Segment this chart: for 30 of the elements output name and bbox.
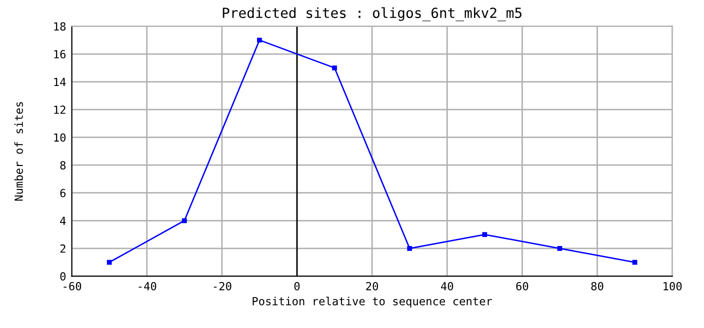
y-tick-label: 16 (54, 50, 66, 58)
point (106, 260, 112, 265)
x-tick-label: -60 (64, 282, 82, 290)
y-tick-label: 4 (60, 216, 66, 225)
x-tick-label: -40 (138, 282, 156, 290)
point (182, 218, 187, 224)
point (332, 65, 337, 70)
x-tick-label: -20 (214, 282, 232, 290)
y-tick-label: 14 (54, 78, 66, 86)
y-tick-label: 0 (60, 272, 66, 281)
y-tick-label: 10 (54, 133, 66, 142)
y-tick-label: 8 (60, 161, 66, 170)
point (407, 246, 412, 251)
chart-title: Predicted sites : oligos_6nt_mkv2_m5 (222, 7, 522, 22)
x-tick-label: 0 (294, 282, 300, 290)
point (557, 246, 562, 251)
y-tick-label: 18 (54, 22, 66, 31)
x-tick-label: 40 (440, 282, 454, 290)
y-tick-label: 12 (54, 106, 66, 114)
y-axis-title: Number of sites (14, 102, 23, 201)
x-axis-title: Position relative to sequence center (252, 296, 492, 308)
x-tick-label: 80 (591, 282, 604, 290)
point (632, 260, 638, 265)
x-tick-label: 20 (366, 282, 378, 290)
point (257, 38, 262, 43)
point (482, 232, 488, 237)
x-tick-label: 60 (516, 282, 528, 290)
x-tick-label: 100 (664, 282, 682, 290)
y-tick-label: 6 (60, 188, 66, 198)
y-tick-label: 2 (60, 244, 66, 253)
